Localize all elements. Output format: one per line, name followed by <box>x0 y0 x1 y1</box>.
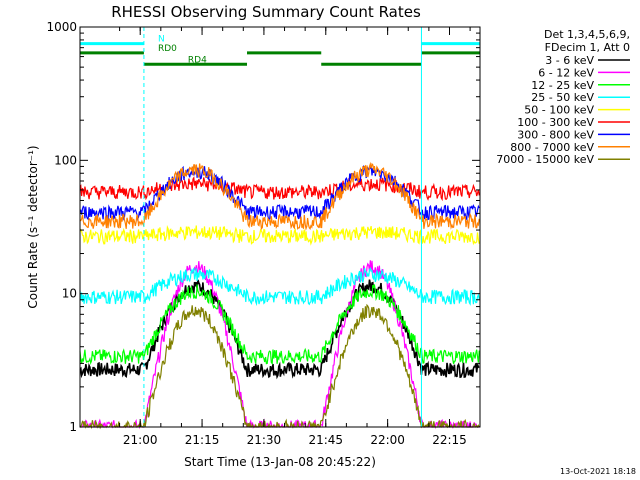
y-tick-label: 10 <box>62 287 77 301</box>
legend-header: FDecim 1, Att 0 <box>545 41 630 54</box>
series-line-8 <box>79 161 480 232</box>
legend-entry-label: 6 - 12 keV <box>538 66 594 79</box>
legend-entry-label: 25 - 50 keV <box>531 91 594 104</box>
x-tick-label: 22:00 <box>370 433 405 447</box>
x-axis-label: Start Time (13-Jan-08 20:45:22) <box>184 455 376 469</box>
x-tick-label: 22:15 <box>432 433 467 447</box>
series-line-6 <box>79 176 480 202</box>
y-tick-label: 100 <box>54 153 77 167</box>
legend-entry-label: 100 - 300 keV <box>517 116 594 129</box>
series-line-1 <box>79 279 480 380</box>
flag-label-rd0: RD0 <box>158 44 177 54</box>
x-tick-label: 21:30 <box>247 433 282 447</box>
plot-frame <box>79 26 481 428</box>
y-tick-label: 1000 <box>46 20 77 34</box>
legend-entry-label: 7000 - 15000 keV <box>496 153 594 166</box>
flag-label-rd4: RD4 <box>188 55 207 65</box>
legend-entry-label: 12 - 25 keV <box>531 79 594 92</box>
y-axis-label: Count Rate (s⁻¹ detector⁻¹) <box>26 145 40 308</box>
y-tick-label: 1 <box>69 420 77 434</box>
footer-timestamp: 13-Oct-2021 18:18 <box>560 467 636 476</box>
legend-header: Det 1,3,4,5,6,9, <box>544 28 630 41</box>
series-line-4 <box>79 266 480 307</box>
series-line-5 <box>79 224 480 246</box>
x-tick-label: 21:45 <box>308 433 343 447</box>
series-line-3 <box>79 284 480 366</box>
legend-entry-label: 50 - 100 keV <box>524 104 594 117</box>
y-axis: 1 10 100 1000 <box>46 20 480 434</box>
series-line-2 <box>80 260 480 430</box>
x-tick-label: 21:00 <box>123 433 158 447</box>
x-axis: 21:00 21:15 21:30 21:45 22:00 22:15 <box>119 27 471 447</box>
legend-entry-label: 300 - 800 keV <box>517 128 594 141</box>
chart-title: RHESSI Observing Summary Count Rates <box>111 3 421 21</box>
flag-label-n: N <box>158 35 165 45</box>
x-tick-label: 21:15 <box>185 433 220 447</box>
legend-entry-label: 800 - 7000 keV <box>510 141 594 154</box>
legend: Det 1,3,4,5,6,9,FDecim 1, Att 03 - 6 keV… <box>496 28 630 166</box>
legend-entry-label: 3 - 6 keV <box>545 54 594 67</box>
